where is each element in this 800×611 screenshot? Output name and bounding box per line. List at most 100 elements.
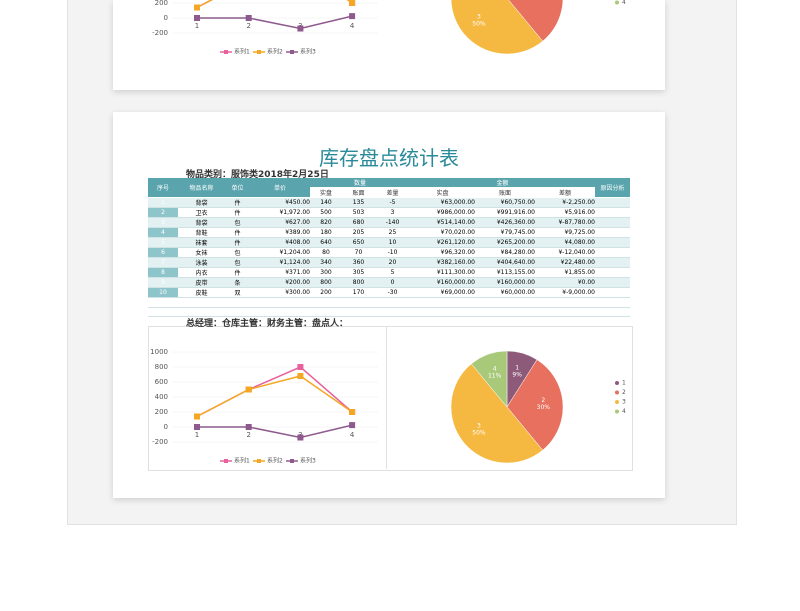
slice-label: 50% [472,430,486,437]
cell: 800 [310,277,342,288]
marker [245,424,252,430]
legend-label: 2 [622,389,626,396]
line [196,0,353,9]
cell: 件 [225,237,250,248]
cell: 5 [148,237,178,248]
legend-marker [290,50,294,54]
marker [194,15,200,21]
cell: ¥96,320.00 [410,247,475,258]
row [148,297,630,308]
legend-label: 系列2 [267,48,283,56]
cell: -140 [375,217,410,228]
marker [297,434,304,441]
row: 10 皮鞋双 ¥300.00 200 170 -30 ¥69,000.00 ¥60,000.0… [148,287,630,298]
row: 9 皮带条 ¥200.00 800 800 0 ¥160,000.00 ¥160,000.00… [148,277,630,288]
cell [342,307,375,318]
cell: ¥389.00 [250,227,310,238]
cell: ¥60,750.00 [475,197,535,208]
marker [245,386,252,393]
legend-marker [615,390,619,395]
row: 7 泳装包 ¥1,124.00 340 360 20 ¥382,160.00 ¥404,640… [148,257,630,268]
marker [297,25,304,32]
title: 库存盘点统计表 [319,146,459,170]
cell [148,307,178,318]
cell: ¥404,640.00 [475,257,535,268]
cell: 皮带 [178,277,225,288]
cell: 135 [342,197,375,208]
cell: 20 [375,257,410,268]
cell: ¥408.00 [250,237,310,248]
y-tick-label: 0 [164,423,168,431]
cell: 原因分析 [595,178,630,198]
pie-slice [450,363,544,464]
y-tick-label: 400 [155,393,168,401]
slice-label: 50% [472,21,486,28]
x-tick-label: 4 [350,22,355,30]
cell: 503 [342,207,375,218]
cell: 10 [148,287,178,298]
cell: ¥22,480.00 [535,257,595,268]
slice-category: 3 [477,14,481,21]
cell: 9 [148,277,178,288]
pie-slice [506,359,564,451]
cell: 650 [342,237,375,248]
cell: 皮鞋 [178,287,225,298]
cell [375,307,410,318]
cell [595,307,630,318]
cell: 金额 [410,178,595,188]
cell: -10 [375,247,410,258]
marker [349,0,356,6]
cell [535,297,595,308]
cell: 单价 [250,178,310,198]
y-tick-label: -200 [152,438,168,446]
cell [310,307,342,318]
cell: 内衣 [178,267,225,278]
cell: 170 [342,287,375,298]
legend-marker [257,50,261,54]
cell [178,307,225,318]
cell: 500 [310,207,342,218]
slice-label: 30% [537,404,551,411]
footer: 总经理：仓库主管：财务主管：盘点人： [186,319,349,329]
cell: 袜套 [178,237,225,248]
cell [250,307,310,318]
divider [386,326,387,469]
line [196,366,353,418]
cell: ¥991,916.00 [475,207,535,218]
y-tick-label: 0 [164,14,168,22]
slice-category: 4 [493,365,497,372]
line [197,424,353,439]
y-tick-label: 200 [155,0,168,7]
cell: 680 [342,217,375,228]
line [196,375,353,418]
legend-marker [615,400,619,404]
cell: 200 [310,287,342,298]
cell: 双 [225,287,250,298]
pie-slice [508,0,564,42]
cell: ¥265,200.00 [475,237,535,248]
row: 1 背袋件 ¥450.00 140 135 -5 ¥63,000.00 ¥60,750.00 ¥… [148,197,630,208]
cell: 包 [225,217,250,228]
cell: 6 [148,247,178,258]
cell: ¥4,080.00 [535,237,595,248]
cell [595,227,630,238]
legend-label: 系列2 [267,457,283,465]
legend-label: 3 [622,399,626,406]
marker [349,409,356,415]
x-tick-label: 1 [195,431,199,439]
subtitle: 物品类别：服饰类2018年2月25日 [186,170,329,180]
marker [349,422,356,429]
cell: 800 [342,277,375,288]
cell [410,297,475,308]
legend-label: 4 [622,0,626,6]
cell: 300 [310,267,342,278]
cell: 640 [310,237,342,248]
cell [595,287,630,298]
legend-label: 系列3 [300,457,316,465]
cell: 5 [375,267,410,278]
cell: -30 [375,287,410,298]
slice-category: 1 [515,365,519,372]
cell [475,297,535,308]
cell [595,267,630,278]
cell: 3 [375,207,410,218]
